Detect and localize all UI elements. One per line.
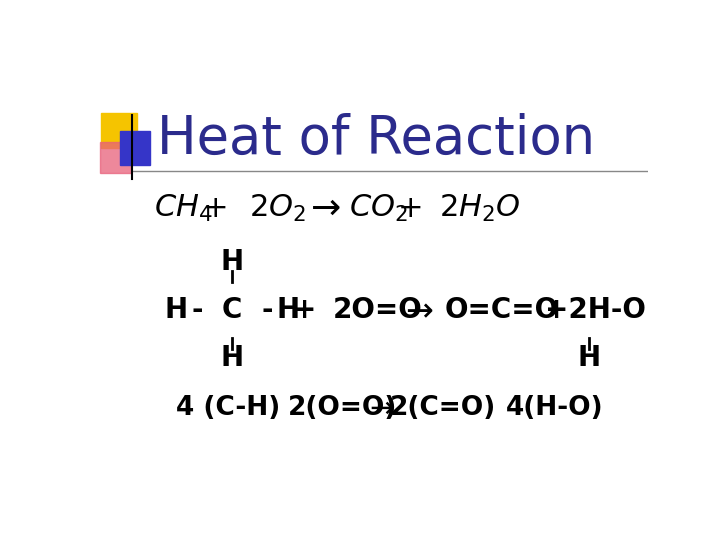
Text: H: H xyxy=(276,296,300,324)
Text: +: + xyxy=(398,194,423,223)
Text: $\mathit{CO}_2$: $\mathit{CO}_2$ xyxy=(349,193,408,224)
Text: $\rightarrow$: $\rightarrow$ xyxy=(399,294,434,327)
Text: +: + xyxy=(293,296,317,324)
Bar xyxy=(101,113,138,148)
Text: 2(C=O): 2(C=O) xyxy=(390,395,497,421)
Text: H: H xyxy=(221,248,244,276)
Text: C: C xyxy=(222,296,243,324)
Text: $2\mathit{H}_2\mathit{O}$: $2\mathit{H}_2\mathit{O}$ xyxy=(438,193,521,224)
Text: 4 (C-H): 4 (C-H) xyxy=(176,395,281,421)
Text: +2H-O: +2H-O xyxy=(545,296,646,324)
Text: +: + xyxy=(203,194,228,223)
Text: Heat of Reaction: Heat of Reaction xyxy=(157,113,595,165)
Bar xyxy=(100,141,131,173)
Bar xyxy=(120,131,150,165)
Text: 2O=O: 2O=O xyxy=(333,296,423,324)
Text: $\mathit{CH}_4$: $\mathit{CH}_4$ xyxy=(154,193,213,224)
Text: $\rightarrow$: $\rightarrow$ xyxy=(364,394,395,422)
Text: 2(O=O): 2(O=O) xyxy=(288,395,397,421)
Text: H: H xyxy=(221,344,244,372)
Text: -: - xyxy=(261,296,273,324)
Text: $2\mathit{O}_2$: $2\mathit{O}_2$ xyxy=(249,193,306,224)
Text: H: H xyxy=(578,344,601,372)
Text: O=C=O: O=C=O xyxy=(444,296,559,324)
Text: H: H xyxy=(165,296,188,324)
Text: $\rightarrow$: $\rightarrow$ xyxy=(303,191,341,225)
Text: 4(H-O): 4(H-O) xyxy=(505,395,603,421)
Text: -: - xyxy=(192,296,204,324)
